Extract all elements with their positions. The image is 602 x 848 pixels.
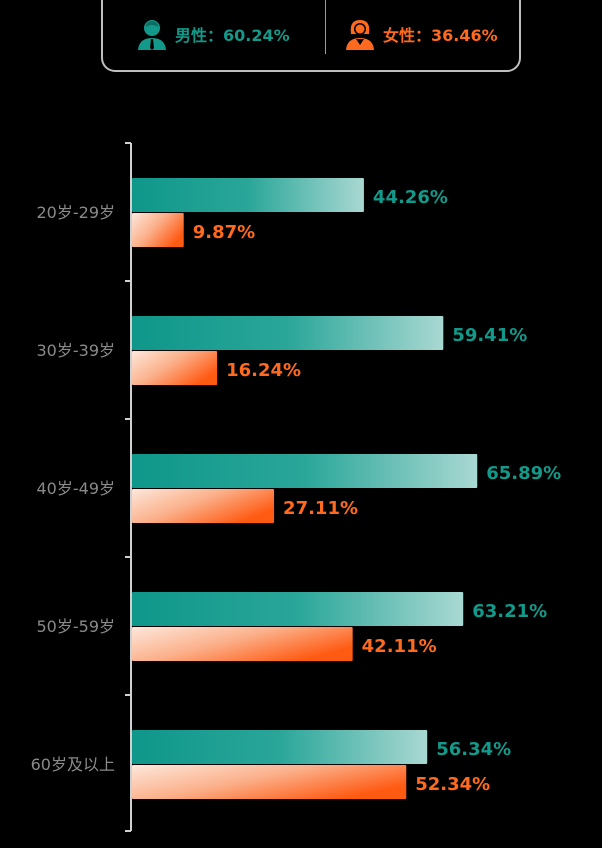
data-label: 44.26% bbox=[373, 187, 448, 208]
category-label: 20岁-29岁 bbox=[37, 203, 116, 222]
data-label: 63.21% bbox=[472, 601, 547, 622]
category-label: 40岁-49岁 bbox=[37, 479, 116, 498]
bar-male bbox=[132, 316, 444, 350]
category-label: 60岁及以上 bbox=[31, 755, 115, 774]
category-label: 50岁-59岁 bbox=[37, 617, 116, 636]
bar-female bbox=[132, 765, 407, 799]
data-label: 42.11% bbox=[362, 636, 437, 657]
data-label: 52.34% bbox=[415, 774, 490, 795]
legend-male: 男性：60.24% bbox=[137, 18, 290, 50]
legend-divider bbox=[325, 0, 326, 54]
bar-female bbox=[132, 489, 275, 523]
bar-male bbox=[132, 730, 428, 764]
data-label: 65.89% bbox=[486, 463, 561, 484]
legend: 男性：60.24% 女性：36.46% bbox=[101, 0, 521, 72]
bar-male bbox=[132, 592, 464, 626]
data-label: 9.87% bbox=[193, 222, 255, 243]
data-label: 16.24% bbox=[226, 360, 301, 381]
data-label: 56.34% bbox=[436, 739, 511, 760]
bar-male bbox=[132, 178, 364, 212]
bar-female bbox=[132, 627, 353, 661]
bar-female bbox=[132, 213, 184, 247]
data-label: 27.11% bbox=[283, 498, 358, 519]
category-label: 30岁-39岁 bbox=[37, 341, 116, 360]
bar-male bbox=[132, 454, 478, 488]
female-user-icon bbox=[346, 20, 374, 50]
male-user-icon bbox=[138, 20, 166, 50]
data-label: 59.41% bbox=[452, 325, 527, 346]
bar-female bbox=[132, 351, 218, 385]
legend-female: 女性：36.46% bbox=[345, 18, 498, 50]
